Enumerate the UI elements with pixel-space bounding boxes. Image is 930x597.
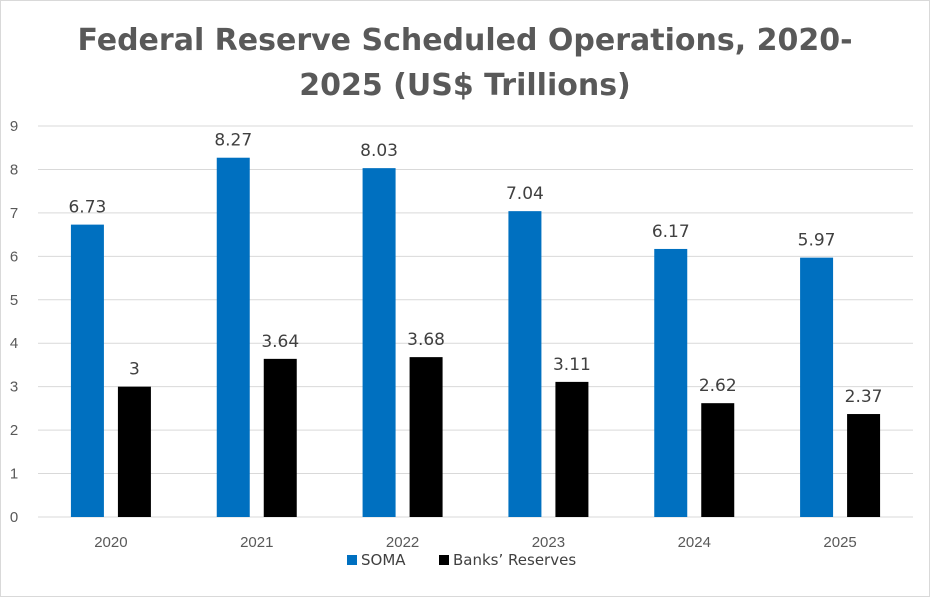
data-label-banks-reserves-2021: 3.64 — [261, 332, 299, 352]
bar-soma-2024 — [654, 248, 688, 517]
y-tick-label: 5 — [10, 292, 18, 309]
bar-banks-reserves-2021 — [263, 358, 297, 517]
data-label-soma-2023: 7.04 — [506, 184, 544, 204]
bar-soma-2023 — [508, 211, 542, 517]
data-label-soma-2020: 6.73 — [68, 198, 106, 218]
data-label-soma-2021: 8.27 — [214, 131, 252, 151]
data-label-banks-reserves-2023: 3.11 — [553, 355, 591, 375]
x-tick-label-2023: 2023 — [532, 534, 565, 551]
x-axis-ticks: 2020 2021 2022 2023 2024 2025 — [94, 534, 857, 551]
chart-title: Federal Reserve Scheduled Operations, 20… — [0, 18, 930, 108]
y-axis-ticks: 0 1 2 3 4 5 6 7 8 9 — [10, 118, 18, 526]
y-tick-label: 6 — [10, 248, 18, 265]
legend: SOMA Banks’ Reserves — [347, 551, 576, 569]
chart-title-line-1: Federal Reserve Scheduled Operations, 20… — [77, 23, 853, 58]
x-tick-label-2020: 2020 — [94, 534, 127, 551]
data-label-soma-2024: 6.17 — [652, 222, 690, 242]
y-tick-label: 7 — [10, 205, 18, 222]
legend-label-banks-reserves: Banks’ Reserves — [453, 551, 576, 569]
data-labels: 6.73 3 8.27 3.64 8.03 3.68 7.04 3.11 6.17 2.62 5.9… — [68, 131, 882, 407]
data-label-soma-2025: 5.97 — [798, 231, 836, 251]
bars — [70, 157, 881, 517]
y-tick-label: 2 — [10, 422, 18, 439]
bar-banks-reserves-2023 — [555, 381, 589, 517]
chart-title-line-2: 2025 (US$ Trillions) — [299, 68, 631, 103]
data-label-banks-reserves-2024: 2.62 — [699, 376, 737, 396]
x-tick-label-2025: 2025 — [823, 534, 856, 551]
data-label-banks-reserves-2025: 2.37 — [845, 387, 883, 407]
x-tick-label-2024: 2024 — [678, 534, 711, 551]
x-tick-label-2022: 2022 — [386, 534, 419, 551]
bar-banks-reserves-2020 — [117, 386, 151, 517]
gridlines — [38, 125, 913, 518]
bar-soma-2025 — [800, 257, 834, 517]
y-tick-label: 8 — [10, 161, 18, 178]
legend-label-soma: SOMA — [361, 551, 406, 569]
bar-soma-2022 — [362, 168, 396, 517]
y-tick-label: 3 — [10, 379, 18, 396]
legend-swatch-soma — [347, 555, 357, 565]
x-tick-label-2021: 2021 — [240, 534, 273, 551]
y-tick-label: 4 — [10, 335, 18, 352]
data-label-banks-reserves-2022: 3.68 — [407, 330, 445, 350]
y-tick-label: 9 — [10, 118, 18, 135]
y-tick-label: 1 — [10, 466, 18, 483]
bar-banks-reserves-2025 — [847, 414, 881, 517]
legend-swatch-banks-reserves — [439, 555, 449, 565]
bar-banks-reserves-2024 — [701, 403, 735, 517]
bar-soma-2020 — [70, 224, 104, 517]
bar-banks-reserves-2022 — [409, 357, 443, 517]
y-tick-label: 0 — [10, 509, 18, 526]
data-label-soma-2022: 8.03 — [360, 141, 398, 161]
bar-soma-2021 — [216, 157, 250, 517]
data-label-banks-reserves-2020: 3 — [129, 360, 140, 380]
